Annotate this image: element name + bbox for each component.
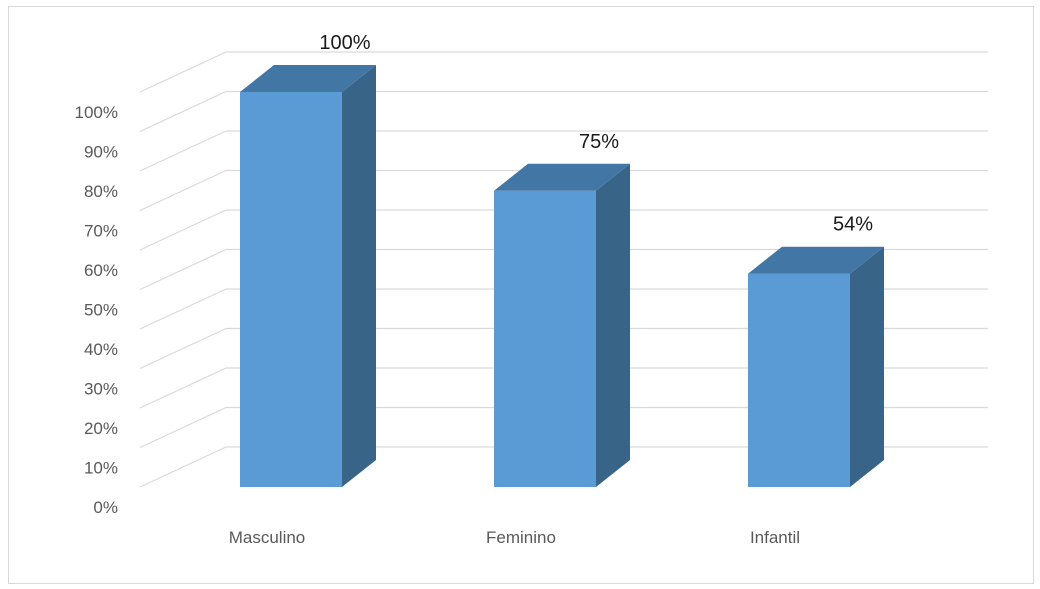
data-labels: 100% 75% 54% xyxy=(319,32,873,236)
gridline-side-6 xyxy=(139,209,227,251)
category-label-feminino: Feminino xyxy=(486,528,556,547)
gridline-side-1 xyxy=(139,406,227,449)
bar-top-face xyxy=(240,65,376,92)
gridline-side-10 xyxy=(139,51,227,93)
bar-side-face xyxy=(850,246,884,487)
y-tick-label: 70% xyxy=(84,222,118,241)
bar-masculino xyxy=(240,65,376,487)
x-axis-categories: Masculino Feminino Infantil xyxy=(229,528,800,547)
bars xyxy=(240,65,884,487)
data-label-infantil: 54% xyxy=(833,214,873,236)
y-tick-label: 40% xyxy=(84,340,118,359)
bar-feminino xyxy=(494,163,630,487)
gridline-side-4 xyxy=(139,288,227,330)
y-tick-label: 50% xyxy=(84,301,118,320)
y-tick-label: 90% xyxy=(84,143,118,162)
gridline-side-3 xyxy=(139,327,227,370)
y-tick-label: 80% xyxy=(84,182,118,201)
data-label-masculino: 100% xyxy=(319,32,370,54)
gridline-side-7 xyxy=(139,169,227,212)
gridline-side-9 xyxy=(139,90,227,133)
y-tick-label: 100% xyxy=(75,103,118,122)
bar-front-face xyxy=(494,190,596,487)
gridline-side-2 xyxy=(139,367,227,409)
bar-top-face xyxy=(494,163,630,191)
bar-top-face xyxy=(748,246,884,274)
gridline-side-0 xyxy=(139,446,227,488)
bar-infantil xyxy=(748,246,884,487)
y-axis-ticks: 0% 10% 20% 30% 40% 50% 60% 70% 80% 90% 100% xyxy=(75,103,118,517)
gridline-side-5 xyxy=(139,248,227,291)
bar-side-face xyxy=(596,163,630,487)
y-tick-label: 30% xyxy=(84,380,118,399)
y-tick-label: 0% xyxy=(93,498,118,517)
y-tick-label: 20% xyxy=(84,419,118,438)
bar-side-face xyxy=(342,65,376,487)
y-tick-label: 10% xyxy=(84,459,118,478)
y-tick-label: 60% xyxy=(84,261,118,280)
category-label-infantil: Infantil xyxy=(750,528,800,547)
gridline-side-8 xyxy=(139,130,227,172)
bar-front-face xyxy=(240,92,342,487)
data-label-feminino: 75% xyxy=(579,131,619,153)
category-label-masculino: Masculino xyxy=(229,528,306,547)
bar-front-face xyxy=(748,273,850,487)
